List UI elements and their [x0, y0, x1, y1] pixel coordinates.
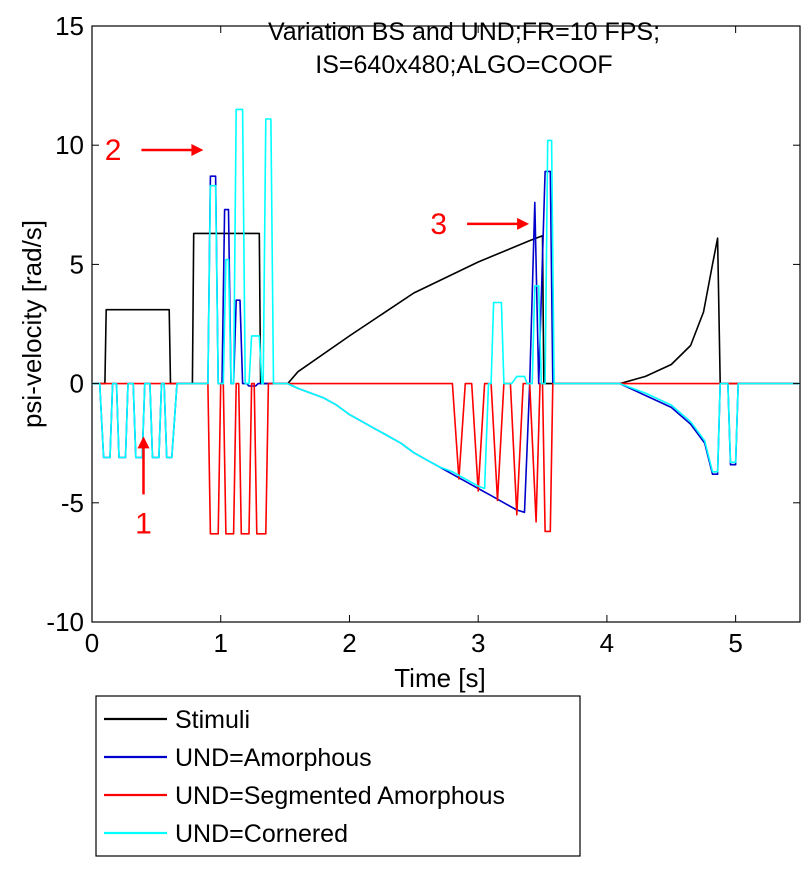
y-axis-label: psi-velocity [rad/s] — [17, 220, 47, 428]
y-tick-label: 15 — [55, 11, 84, 41]
x-tick-label: 4 — [600, 628, 614, 658]
annotation-label-2: 3 — [430, 208, 447, 241]
y-tick-label: 5 — [70, 249, 84, 279]
x-tick-label: 3 — [471, 628, 485, 658]
chart-title-line-2: IS=640x480;ALGO=COOF — [315, 51, 612, 79]
x-tick-label: 1 — [213, 628, 227, 658]
legend-label-0: Stimuli — [175, 706, 250, 734]
y-tick-label: -10 — [46, 607, 84, 637]
x-axis-label: Time [s] — [394, 663, 485, 693]
axis-ticks: 0 1 2 3 4 5 -10 -5 0 5 10 15 — [46, 11, 800, 658]
plot-area-frame — [91, 25, 801, 623]
legend-label-1: UND=Amorphous — [175, 744, 372, 772]
annotation-arrowhead — [137, 436, 150, 449]
legend-box — [95, 695, 581, 857]
series-line-2 — [92, 382, 800, 535]
x-tick-label: 2 — [342, 628, 356, 658]
legend: Stimuli UND=Amorphous UND=Segmented Amorph… — [95, 695, 581, 857]
annotation-arrowhead — [517, 217, 530, 230]
chart-title-line-1: Variation BS and UND;FR=10 FPS; — [268, 18, 660, 46]
x-tick-label: 5 — [728, 628, 742, 658]
legend-label-2: UND=Segmented Amorphous — [175, 782, 505, 810]
chart-title: Variation BS and UND;FR=10 FPS; IS=640x4… — [268, 18, 660, 79]
x-tick-label: 0 — [85, 628, 99, 658]
annotation-arrowhead — [191, 143, 204, 156]
series-line-0 — [92, 232, 800, 385]
annotations: 1 2 3 — [105, 134, 530, 540]
annotation-label-1: 2 — [105, 134, 122, 167]
annotation-label-0: 1 — [135, 507, 152, 540]
y-tick-label: -5 — [61, 488, 84, 518]
y-tick-label: 0 — [70, 369, 84, 399]
legend-label-3: UND=Cornered — [175, 820, 348, 848]
series-line-3 — [92, 108, 800, 490]
series-layer — [92, 108, 800, 535]
y-tick-label: 10 — [55, 130, 84, 160]
